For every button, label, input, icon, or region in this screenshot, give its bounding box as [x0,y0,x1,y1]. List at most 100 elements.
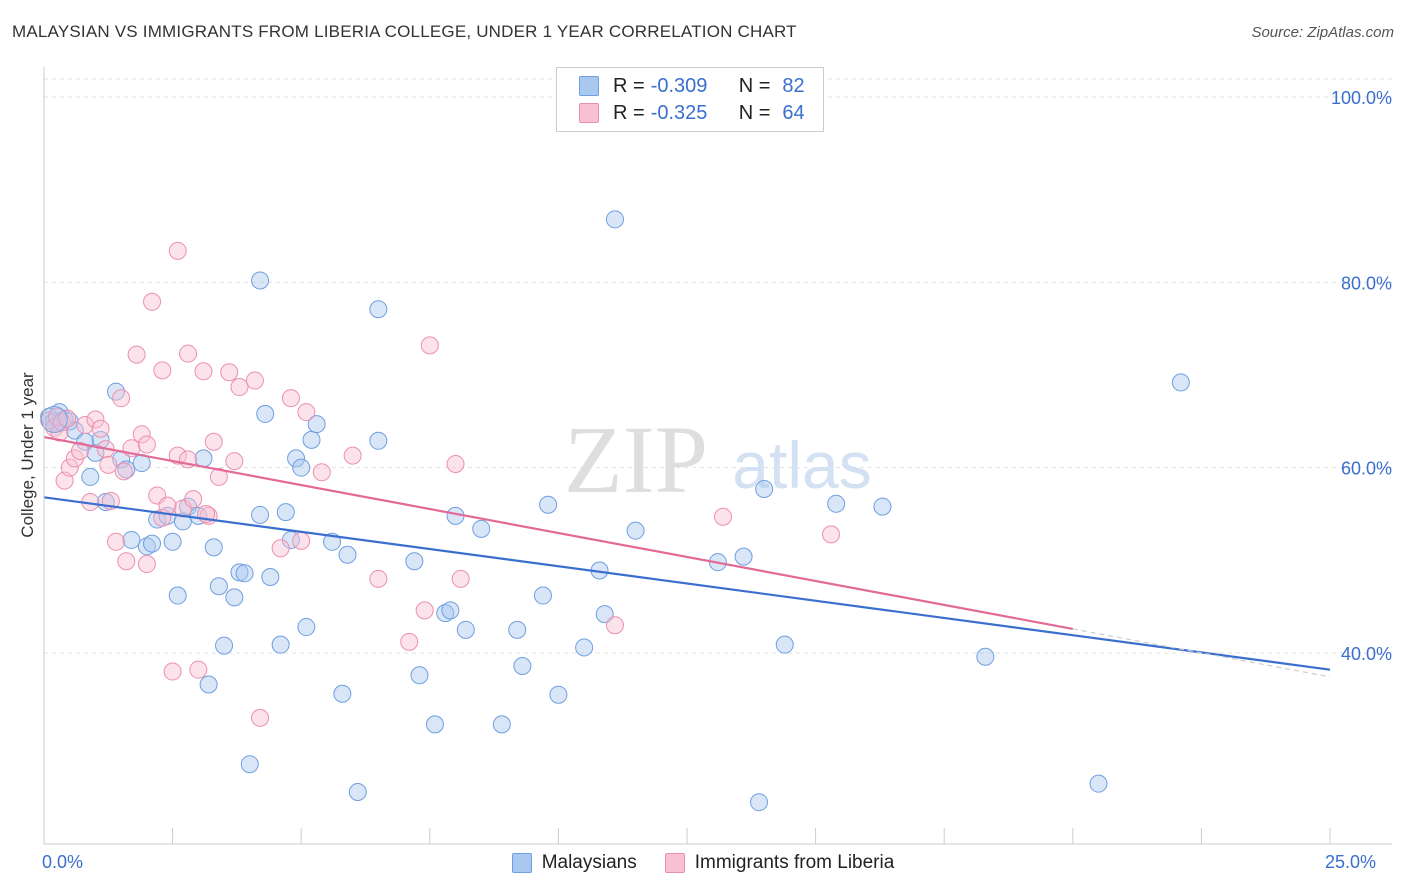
malaysians-point [456,620,475,639]
malaysians-point [333,684,352,703]
malaysians-point [209,577,228,596]
malaysians-point [492,715,511,734]
malaysians-point [251,271,270,290]
series-legend: Malaysians Immigrants from Liberia [0,852,1406,874]
liberia-point [281,389,300,408]
liberia-point [369,569,388,588]
y-tick-label: 100.0% [1331,88,1392,108]
points-layer [40,210,1190,812]
x-tick-label-min: 0.0% [42,852,84,872]
liberia-trend-extension [1072,628,1331,678]
liberia-point [220,363,239,382]
watermark-zip: ZIP [564,406,708,513]
malaysians-point [1089,774,1108,793]
malaysians-point [240,755,259,774]
liberia-point [245,371,264,390]
y-tick-label: 60.0% [1341,459,1392,479]
malaysians-point [307,415,326,434]
liberia-point [292,531,311,550]
legend-r-value: -0.309 [650,74,708,97]
liberia-point [158,496,177,515]
liberia-point [137,555,156,574]
malaysians-point [261,568,280,587]
legend-label-liberia: Immigrants from Liberia [694,852,895,873]
watermark-atlas: atlas [732,428,871,502]
source-label: Source: ZipAtlas.com [1251,24,1394,41]
liberia-point [822,525,841,544]
malaysians-point [235,564,254,583]
legend-n-value: 82 [782,74,805,97]
malaysians-point [369,300,388,319]
malaysians-point [302,430,321,449]
malaysians-point [605,210,624,229]
malaysians-trend-line [43,496,1331,671]
liberia-trend-line [43,436,1074,630]
malaysians-point [441,601,460,620]
malaysians-point [348,783,367,801]
malaysians-point [199,675,218,694]
malaysians-point [405,552,424,571]
malaysians-point [873,497,892,516]
legend-n-label: N = [738,101,771,124]
legend-item-malaysians: Malaysians [511,852,637,874]
malaysians-point [827,494,846,513]
liberia-point [117,552,136,571]
liberia-point [137,435,156,454]
malaysians-point [513,656,532,675]
legend-label-malaysians: Malaysians [541,852,637,873]
liberia-point [420,336,439,355]
legend-swatch-liberia [579,103,599,123]
malaysians-point [143,534,162,553]
malaysians-point [595,605,614,624]
malaysians-point [338,545,357,564]
malaysians-point [775,635,794,654]
y-tick-label: 40.0% [1341,644,1392,664]
malaysians-point [410,666,429,685]
malaysians-point [976,647,995,666]
malaysians-point [215,636,234,655]
malaysians-point [276,503,295,522]
malaysians-point [230,563,249,582]
legend-r-label: R = [613,101,645,124]
malaysians-point [117,460,136,479]
legend-n-label: N = [738,74,771,97]
liberia-point [343,446,362,465]
liberia-point [251,708,270,727]
liberia-point [184,490,203,509]
malaysians-point [163,532,182,551]
liberia-point [71,441,90,460]
liberia-point [163,662,182,681]
liberia-point [209,467,228,486]
liberia-point [297,403,316,422]
trend-layer [43,436,1331,678]
legend-row-liberia: R = -0.325 N = 64 [579,100,805,126]
malaysians-point [755,479,774,498]
malaysians-point [575,638,594,657]
liberia-point [76,416,95,435]
liberia-point [91,419,110,438]
malaysians-point [425,715,444,734]
y-tick-label: 80.0% [1341,273,1392,293]
legend-r-label: R = [613,74,645,97]
legend-swatch-malaysians [511,853,532,873]
legend-row-malaysians: R = -0.309 N = 82 [579,73,805,99]
malaysians-point [1171,373,1190,392]
malaysians-point [539,495,558,514]
legend-item-liberia: Immigrants from Liberia [664,852,895,874]
malaysians-point [750,793,769,812]
malaysians-point [549,685,568,704]
liberia-point [112,389,131,408]
liberia-point [107,532,126,551]
liberia-point [714,507,733,526]
malaysians-point [137,537,156,556]
malaysians-point [204,538,223,557]
malaysians-point [533,586,552,605]
liberia-point [400,632,419,651]
malaysians-point [225,588,244,607]
malaysians-point [297,618,316,637]
liberia-point [204,432,223,451]
liberia-point [271,539,290,558]
malaysians-point [508,620,527,639]
malaysians-point [472,519,491,538]
